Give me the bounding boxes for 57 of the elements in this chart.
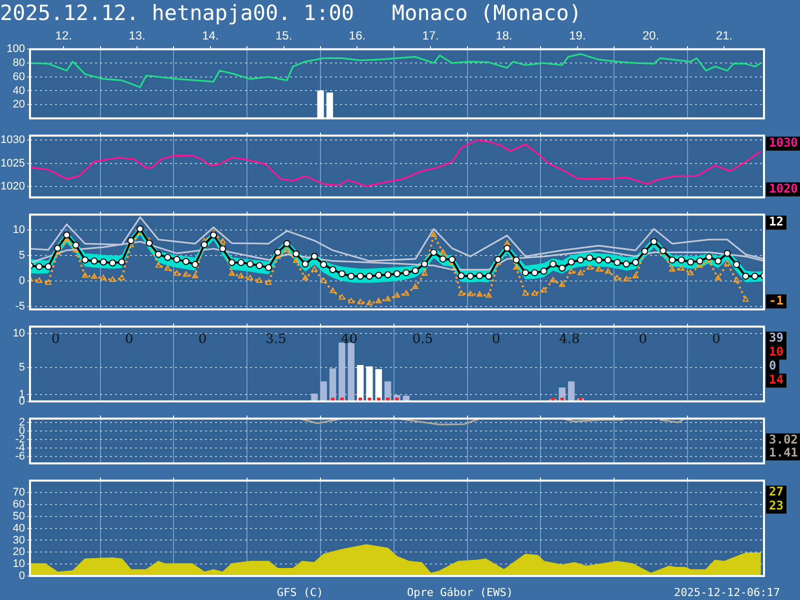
text: 0	[769, 358, 776, 373]
text: Opre Gábor (EWS)	[407, 586, 513, 599]
y-tick-label: 10	[12, 327, 25, 340]
y-tick-label: 1025	[0, 157, 25, 170]
text: -1	[769, 294, 784, 308]
x-tick-label: 21.	[716, 28, 733, 42]
x-tick-label: 14.	[202, 28, 219, 42]
y-tick-label: 1020	[0, 180, 25, 192]
annotation: 0	[52, 332, 60, 347]
text: 39	[769, 330, 784, 345]
text: 23	[769, 498, 784, 513]
annotation: 3.5	[266, 332, 286, 347]
text: 1.41	[769, 446, 798, 460]
y-tick-label: 60	[12, 70, 25, 83]
x-tick-label: 12.	[55, 28, 72, 42]
y-tick-label: 1030	[0, 134, 25, 146]
x-tick-label: 16.	[348, 28, 366, 42]
text: 12	[769, 214, 784, 229]
y-tick-label: 70	[12, 486, 25, 499]
text: 3.02	[769, 432, 798, 447]
x-tick-label: 15.	[276, 28, 292, 42]
text: 2025-12-12-06:17	[674, 586, 780, 599]
y-tick-label: 5	[18, 361, 25, 374]
y-tick-label: -5	[15, 300, 25, 312]
y-tick-label: 0	[18, 570, 25, 582]
y-tick-label: 10	[12, 224, 25, 236]
y-tick-label: 40	[12, 84, 25, 97]
y-tick-label: 0	[18, 274, 25, 287]
chart-title: 2025.12.12. hetnapja00. 1:00 Monaco (Monaco)	[0, 1, 582, 26]
text: GFS (C)	[276, 586, 324, 599]
text: 1020	[769, 182, 798, 196]
annotation: 0	[124, 332, 134, 347]
text: 10	[769, 344, 784, 359]
annotation: 0	[712, 332, 720, 347]
y-tick-label: 40	[12, 522, 25, 534]
annotation: 0	[492, 332, 500, 347]
text: 14	[769, 372, 784, 387]
y-tick-label: 20	[12, 546, 25, 558]
x-tick-label: 18.	[496, 28, 512, 42]
text: 27	[769, 484, 784, 499]
annotation: 0.5	[412, 332, 434, 347]
x-tick-label: 19.	[569, 28, 586, 42]
y-tick-label: 60	[12, 498, 25, 510]
y-tick-label: 20	[12, 98, 25, 111]
annotation: 0	[198, 332, 207, 347]
annotation: 4.8	[559, 332, 580, 347]
y-tick-label: 10	[12, 558, 25, 570]
annotation: 0	[638, 332, 648, 347]
y-tick-label: 5	[18, 249, 25, 262]
y-tick-label: 50	[12, 510, 25, 522]
x-tick-label: 13.	[128, 28, 146, 42]
y-tick-label: 100	[6, 43, 25, 56]
y-tick-label: 30	[12, 534, 25, 546]
y-tick-label: 80	[12, 57, 25, 70]
x-tick-label: 17.	[422, 28, 439, 42]
text: 1030	[769, 136, 798, 150]
x-tick-label: 20.	[642, 28, 660, 42]
